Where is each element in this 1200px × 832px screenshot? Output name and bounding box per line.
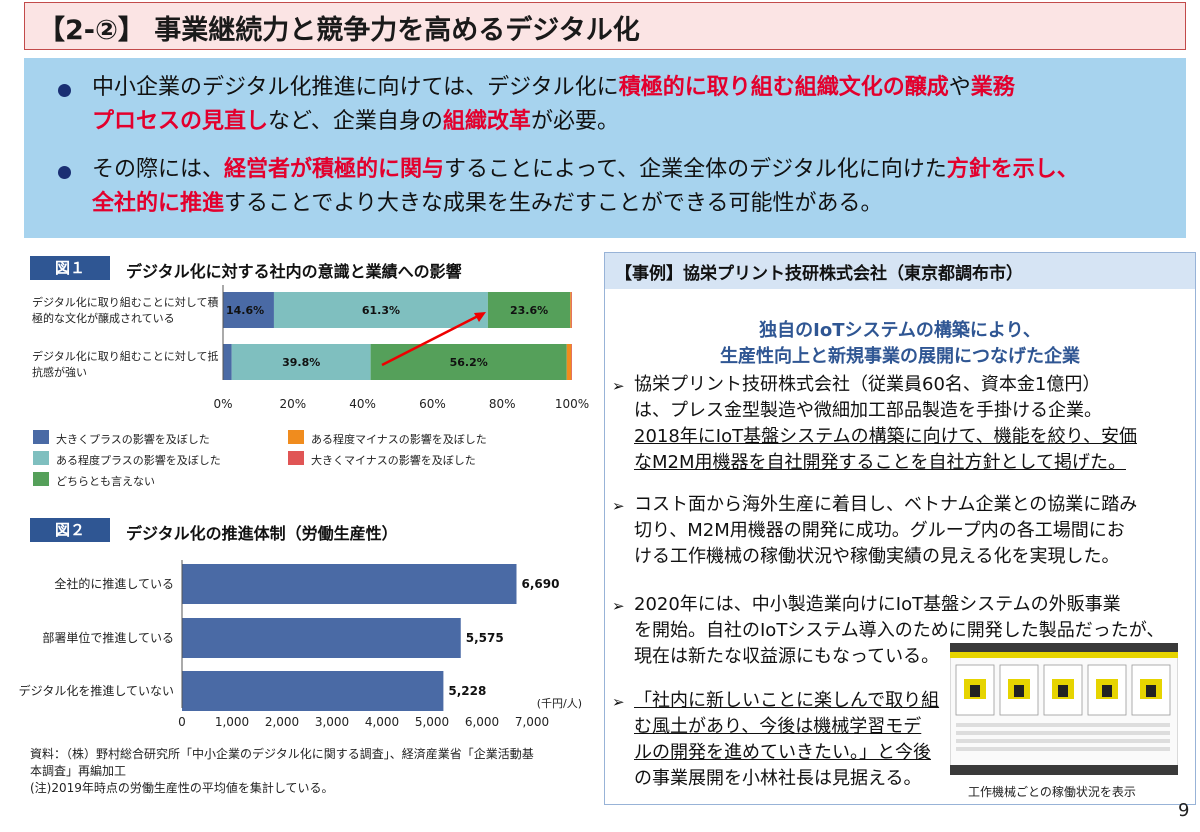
fig1-tick-label: 0% — [213, 397, 232, 411]
fig2-title: デジタル化の推進体制（労働生産性） — [126, 524, 398, 543]
fig2-value-label: 5,575 — [466, 631, 504, 645]
fig2-tick-label: 0 — [178, 715, 186, 729]
legend-swatch-2 — [33, 451, 49, 465]
fig2-tick-label: 5,000 — [415, 715, 449, 729]
fig1-data-label: 23.6% — [510, 304, 548, 317]
legend-swatch-1 — [33, 430, 49, 444]
fig2-bar — [182, 618, 461, 658]
intro-b1-line1: 中小企業のデジタル化推進に向けては、デジタル化に積極的に取り組む組織文化の醸成や… — [92, 75, 1015, 100]
fig1-trend-arrow — [381, 313, 481, 367]
fig2-category-label: 部署単位で推進している — [42, 630, 174, 645]
arrow-bullet-icon: ➢ — [612, 377, 625, 395]
intro-b2-line2: 全社的に推進することでより大きな成果を生みだすことができる可能性がある。 — [92, 191, 883, 216]
legend-swatch-5 — [288, 451, 304, 465]
legend-label-1: 大きくプラスの影響を及ぼした — [56, 433, 210, 446]
fig2-category-label: 全社的に推進している — [54, 576, 174, 591]
fig2-category-label: デジタル化を推進していない — [19, 683, 174, 698]
fig1-bar-segment — [571, 344, 572, 380]
legend-label-5: 大きくマイナスの影響を及ぼした — [311, 454, 476, 467]
fig1-bar-segment — [370, 344, 567, 380]
legend-swatch-4 — [288, 430, 304, 444]
fig2-tick-label: 3,000 — [315, 715, 349, 729]
case-paragraph-2: コスト面から海外生産に着目し、ベトナム企業との協業に踏み 切り、M2M用機器の開… — [634, 494, 1138, 567]
source-note: 資料：（株）野村総合研究所「中小企業のデジタル化に関する調査」、経済産業省「企業… — [30, 747, 534, 795]
title-box — [24, 2, 1186, 50]
intro-b2-line1: その際には、経営者が積極的に関与することによって、企業全体のデジタル化に向けた方… — [92, 157, 1079, 182]
intro-box: 中小企業のデジタル化推進に向けては、デジタル化に積極的に取り組む組織文化の醸成や… — [24, 58, 1186, 238]
fig1-bar-segment — [223, 344, 232, 380]
fig2-bar — [182, 564, 517, 604]
fig1-data-label: 56.2% — [450, 356, 488, 369]
fig1-arrowhead — [474, 312, 486, 322]
fig2-unit: (千円/人) — [537, 697, 582, 710]
fig2-tick-label: 6,000 — [465, 715, 499, 729]
fig2-tick-label: 4,000 — [365, 715, 399, 729]
intro-b1-line2: プロセスの見直しなど、企業自身の組織改革が必要。 — [92, 109, 619, 134]
fig1-bar-segment — [487, 292, 571, 328]
fig1-bar-segment — [231, 344, 371, 380]
fig1-chart: 14.6% 61.3% 23.6% 39.8% 56.2% 0% 20% 40% 60% 80%… — [213, 285, 589, 411]
fig1-bar-segment — [223, 292, 274, 328]
fig1-tick-label: 100% — [555, 397, 589, 411]
arrow-bullet-icon: ➢ — [612, 497, 625, 515]
page-title: 【2-②】 事業継続力と競争力を高めるデジタル化 — [38, 15, 640, 46]
arrow-bullet-icon: ➢ — [612, 597, 625, 615]
fig1-tick-label: 40% — [349, 397, 376, 411]
fig2-chart: 全社的に推進している 6,690 部署単位で推進している 5,575 デジタル化を推進し… — [19, 560, 582, 729]
case-header-bg — [605, 253, 1195, 289]
case-header: 【事例】協栄プリント技研株式会社（東京都調布市） — [615, 264, 1023, 284]
fig1-data-label: 61.3% — [362, 304, 400, 317]
case-paragraph-4: 「社内に新しいことに楽しんで取り組 む風土があり、今後は機械学習モデ ルの開発を… — [634, 690, 940, 789]
legend-label-4: ある程度マイナスの影響を及ぼした — [311, 433, 487, 446]
fig2-label: 図２ — [30, 518, 110, 542]
fig2-bar — [182, 671, 444, 711]
fig1-bar-segment — [566, 344, 572, 380]
fig2-tick-label: 1,000 — [215, 715, 249, 729]
fig1-bar-segment — [570, 292, 572, 328]
fig1-data-label: 14.6% — [226, 304, 264, 317]
fig2-value-label: 5,228 — [448, 684, 486, 698]
screenshot-caption: 工作機械ごとの稼働状況を表示 — [968, 785, 1136, 799]
fig2-value-label: 6,690 — [522, 577, 560, 591]
fig1-label: 図１ — [30, 256, 110, 280]
fig1-bar-segment — [273, 292, 488, 328]
fig1-data-label: 39.8% — [282, 356, 320, 369]
bullet-dot — [58, 84, 71, 97]
fig1-bar-segment — [571, 292, 572, 328]
case-paragraph-3: 2020年には、中小製造業向けにIoT基盤システムの外販事業 を開始。自社のIo… — [634, 594, 1165, 667]
fig2-tick-label: 7,000 — [515, 715, 549, 729]
page-number: 9 — [1178, 800, 1190, 821]
case-paragraph-1: 協栄プリント技研株式会社（従業員60名、資本金1億円） は、プレス金型製造や微細… — [634, 374, 1137, 473]
fig1-tick-label: 60% — [419, 397, 446, 411]
bullet-dot — [58, 166, 71, 179]
fig1-tick-label: 20% — [279, 397, 306, 411]
fig1-tick-label: 80% — [489, 397, 516, 411]
case-subtitle-2: 生産性向上と新規事業の展開につなげた企業 — [720, 346, 1080, 367]
legend-label-2: ある程度プラスの影響を及ぼした — [56, 454, 221, 467]
fig1-row1-label: デジタル化に取り組むことに対して積 極的な文化が醸成されている — [32, 296, 219, 325]
legend-label-3: どちらとも言えない — [56, 475, 155, 488]
fig2-tick-label: 2,000 — [265, 715, 299, 729]
machine-status-screenshot — [950, 643, 1178, 775]
fig1-row2-label: デジタル化に取り組むことに対して抵 抗感が強い — [32, 350, 219, 379]
case-subtitle-1: 独自のIoTシステムの構築により、 — [759, 320, 1041, 341]
arrow-bullet-icon: ➢ — [612, 693, 625, 711]
legend-swatch-3 — [33, 472, 49, 486]
fig1-title: デジタル化に対する社内の意識と業績への影響 — [126, 262, 462, 281]
